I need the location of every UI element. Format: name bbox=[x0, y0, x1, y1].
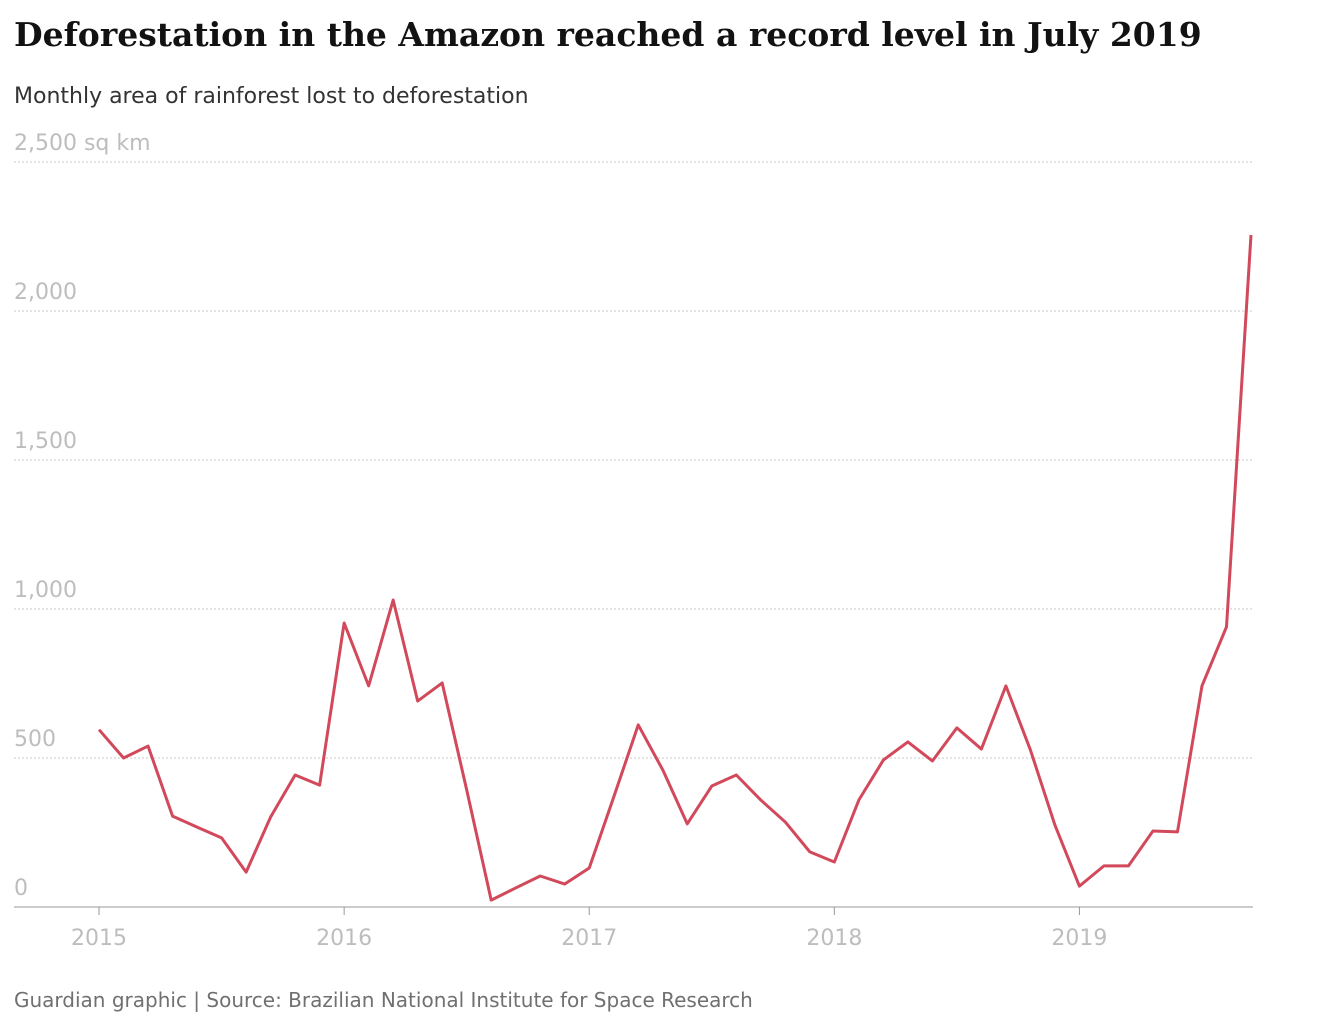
x-tick-label: 2019 bbox=[1051, 926, 1107, 951]
chart-subtitle: Monthly area of rainforest lost to defor… bbox=[14, 84, 529, 109]
y-tick-label: 2,500 sq km bbox=[14, 131, 151, 156]
y-tick-label: 2,000 bbox=[14, 280, 77, 305]
y-tick-label: 1,500 bbox=[14, 429, 77, 454]
source: Guardian graphic | Source: Brazilian Nat… bbox=[14, 988, 753, 1012]
x-tick-label: 2015 bbox=[71, 926, 127, 951]
chart-title: Deforestation in the Amazon reached a re… bbox=[14, 15, 1202, 54]
y-tick-label: 0 bbox=[14, 876, 28, 901]
x-tick-label: 2017 bbox=[561, 926, 617, 951]
x-tick-label: 2018 bbox=[806, 926, 862, 951]
y-tick-label: 1,000 bbox=[14, 578, 77, 603]
data-line bbox=[97, 234, 1253, 902]
x-tick-label: 2016 bbox=[316, 926, 372, 951]
y-tick-label: 500 bbox=[14, 727, 56, 752]
